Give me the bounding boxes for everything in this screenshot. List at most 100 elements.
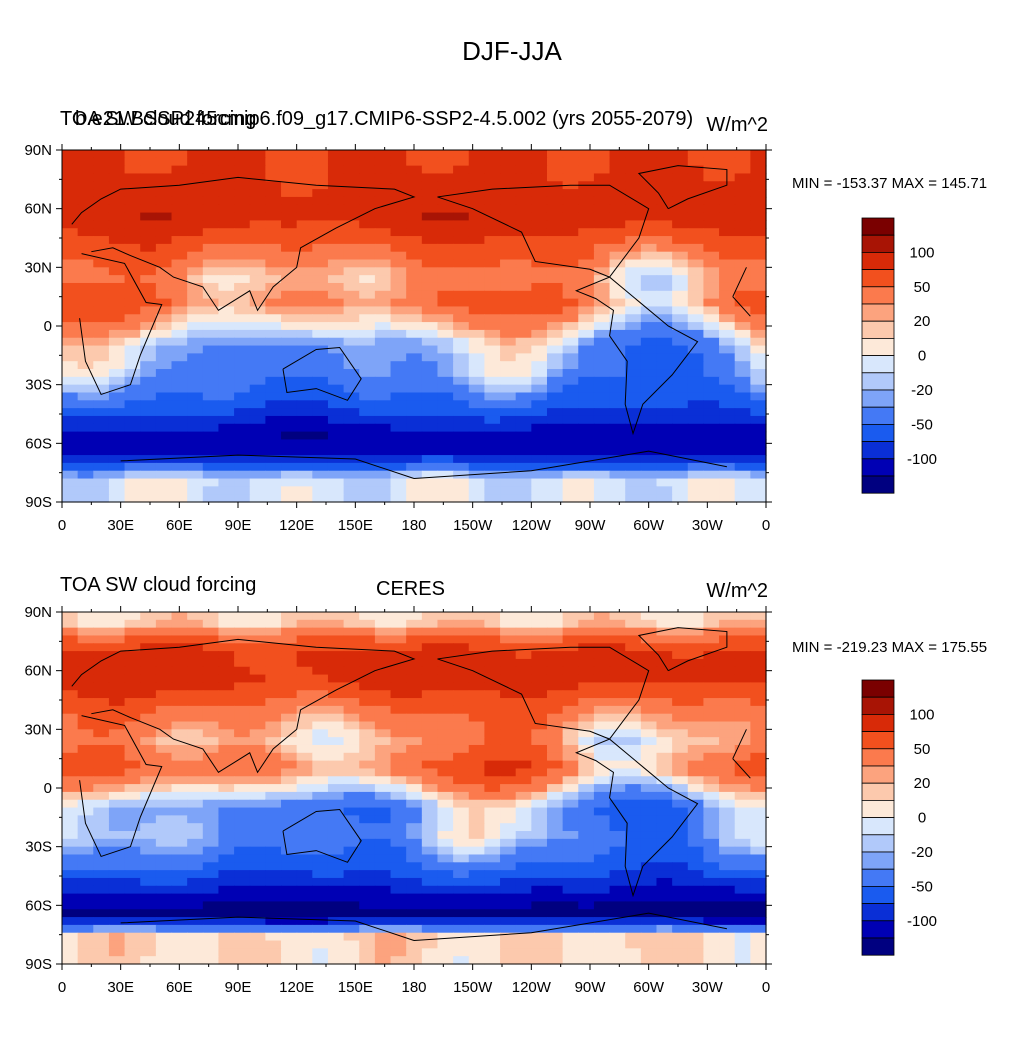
field-cell (327, 705, 345, 715)
field-cell (500, 807, 517, 816)
field-cell (62, 658, 79, 668)
field-cell (703, 400, 720, 409)
field-cell (359, 627, 376, 637)
field-cell (437, 306, 454, 315)
field-cell (640, 721, 658, 730)
field-cell (687, 275, 705, 284)
field-cell (359, 267, 376, 276)
field-cell (421, 627, 439, 637)
field-cell (515, 674, 532, 683)
field-cell (593, 870, 611, 879)
field-cell (734, 917, 751, 926)
field-cell (656, 956, 673, 965)
field-cell (281, 353, 298, 362)
field-cell (656, 462, 673, 472)
field-cell (171, 940, 188, 949)
field-cell (171, 791, 188, 801)
field-cell (234, 408, 251, 417)
field-cell (750, 322, 767, 331)
field-cell (234, 877, 251, 887)
field-cell (703, 423, 720, 433)
field-cell (593, 776, 611, 785)
field-cell (296, 251, 313, 261)
field-cell (593, 384, 611, 394)
field-cell (734, 290, 751, 300)
field-cell (703, 877, 720, 887)
field-cell (546, 909, 564, 918)
field-cell (640, 924, 658, 934)
field-cell (62, 165, 79, 175)
field-cell (62, 690, 79, 699)
field-cell (327, 392, 345, 401)
field-cell (546, 635, 564, 644)
field-cell (500, 893, 517, 903)
field-cell (296, 181, 313, 190)
field-cell (687, 337, 705, 347)
field-cell (296, 337, 313, 347)
field-cell (656, 698, 673, 707)
field-cell (625, 752, 642, 762)
field-cell (734, 854, 751, 863)
field-cell (62, 431, 79, 441)
field-cell (234, 455, 251, 464)
field-cell (155, 674, 173, 683)
field-cell (750, 666, 767, 676)
field-cell (609, 658, 626, 668)
field-cell (359, 932, 376, 942)
field-cell (546, 447, 564, 456)
field-cell (390, 486, 407, 495)
field-cell (124, 932, 141, 942)
field-cell (609, 314, 626, 323)
field-cell (249, 275, 266, 284)
field-cell (108, 924, 126, 934)
field-cell (687, 635, 705, 644)
field-cell (578, 423, 595, 433)
field-cell (296, 698, 313, 707)
field-cell (625, 494, 642, 503)
field-cell (234, 698, 251, 707)
field-cell (155, 494, 173, 503)
field-cell (327, 455, 345, 464)
field-cell (687, 870, 705, 879)
field-cell (500, 439, 517, 448)
field-cell (281, 212, 298, 221)
field-cell (625, 713, 642, 723)
field-cell (703, 651, 720, 660)
colorbar-swatch (861, 696, 895, 715)
field-cell (281, 392, 298, 401)
field-cell (327, 917, 345, 926)
field-cell (500, 243, 517, 253)
field-cell (108, 400, 126, 409)
field-cell (500, 901, 517, 910)
field-cell (719, 705, 736, 715)
field-cell (140, 165, 157, 175)
field-cell (578, 666, 595, 676)
field-cell (609, 924, 626, 934)
field-cell (202, 909, 220, 918)
field-cell (359, 674, 376, 683)
field-cell (625, 729, 642, 738)
field-cell (562, 204, 579, 214)
field-cell (468, 612, 485, 621)
field-cell (515, 682, 532, 691)
field-cell (155, 643, 173, 652)
field-cell (484, 807, 501, 816)
field-cell (359, 838, 376, 848)
field-cell (703, 760, 720, 770)
field-cell (312, 267, 329, 276)
field-cell (218, 400, 235, 409)
field-cell (296, 893, 313, 903)
field-cell (531, 909, 548, 918)
field-cell (265, 823, 282, 832)
field-cell (734, 228, 751, 237)
field-cell (202, 924, 220, 934)
field-cell (155, 799, 173, 809)
field-cell (656, 729, 673, 738)
field-cell (531, 447, 548, 456)
field-cell (155, 314, 173, 323)
field-cell (468, 298, 485, 308)
field-cell (719, 799, 736, 809)
field-cell (672, 799, 689, 809)
field-cell (656, 752, 673, 762)
field-cell (140, 243, 157, 253)
